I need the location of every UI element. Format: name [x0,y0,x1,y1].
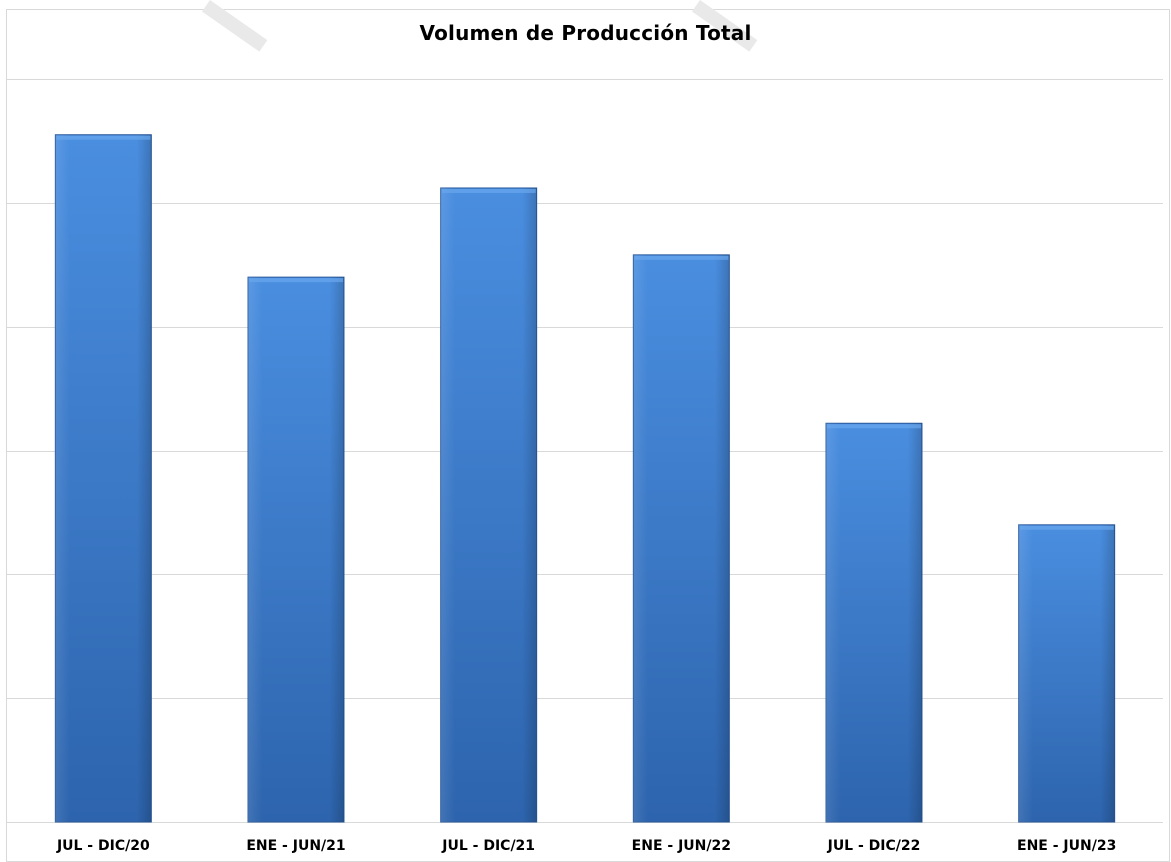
x-axis-labels: JUL - DIC/20 ENE - JUN/21 JUL - DIC/21 ENE … [56,838,1116,854]
x-tick-label: JUL - DIC/21 [441,838,535,854]
bar-top-highlight [441,188,536,193]
bar-shading [1018,524,1115,822]
bars [54,134,1116,823]
bar-shading [55,134,152,823]
bar [1018,524,1116,823]
bar-top-highlight [827,424,921,429]
bar [247,276,345,823]
chart-title: Volumen de Producción Total [419,21,752,45]
x-tick-label: ENE - JUN/21 [246,838,345,854]
bar-top-highlight [1019,525,1114,530]
bar-shading [440,187,537,822]
bar [825,422,923,823]
gridlines [7,79,1163,823]
x-tick-label: JUL - DIC/20 [56,838,150,854]
bar [632,254,730,823]
x-tick-label: JUL - DIC/22 [827,838,921,854]
bar-top-highlight [634,255,729,260]
x-tick-label: ENE - JUN/22 [632,838,731,854]
chart-frame [6,9,1170,862]
bar [440,187,538,823]
bar [54,134,152,823]
bar-top-highlight [56,135,151,140]
x-tick-label: ENE - JUN/23 [1017,838,1116,854]
bar-shading [633,254,730,823]
bar-top-highlight [249,278,343,283]
bar-shading [826,423,922,822]
bar-shading [248,277,344,823]
